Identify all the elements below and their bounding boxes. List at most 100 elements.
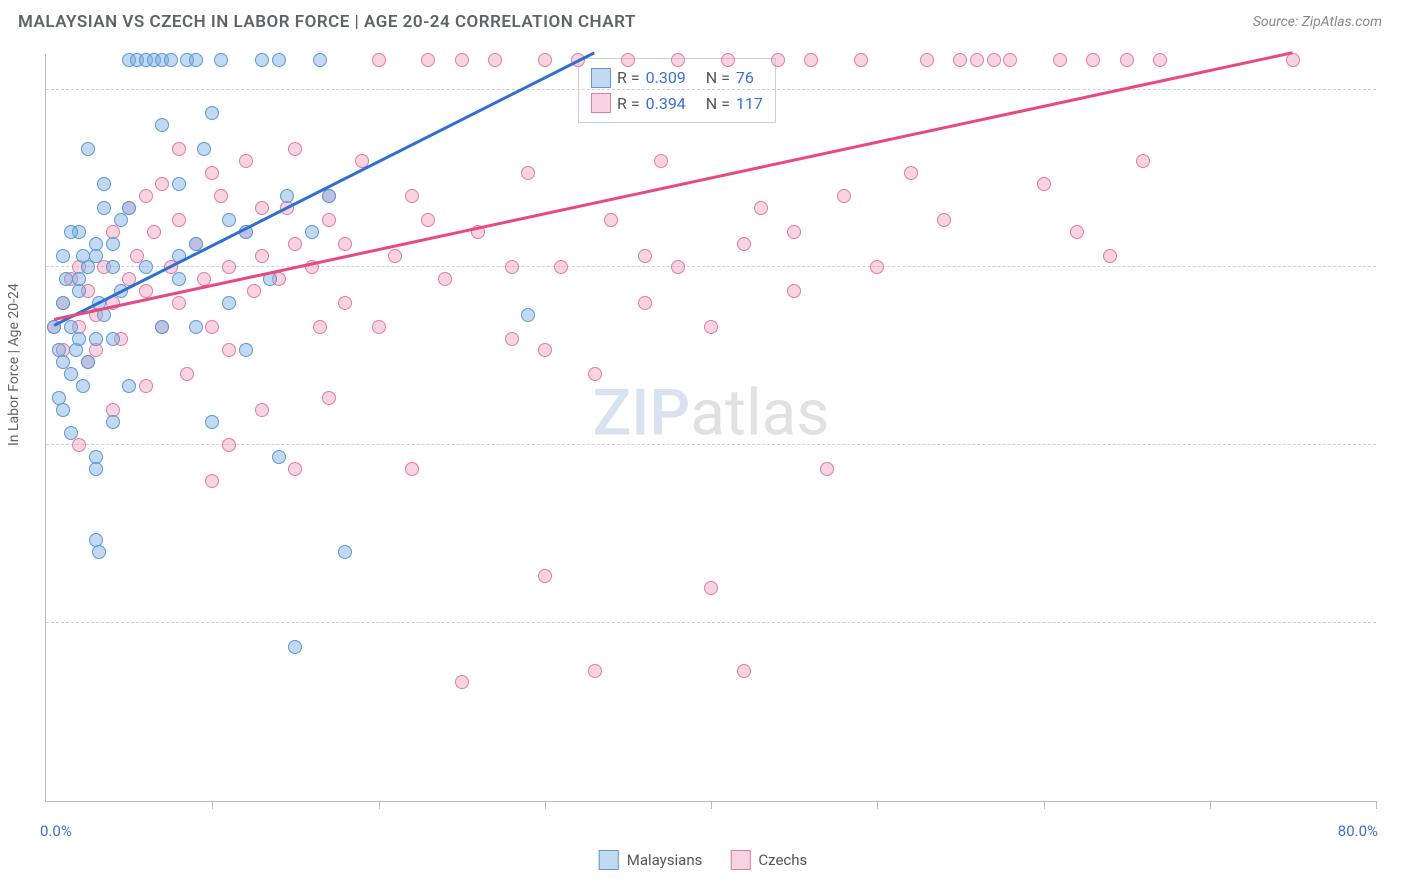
y-tick-label: 70.0%	[1386, 418, 1406, 436]
point-malaysian	[59, 272, 73, 286]
point-czech	[737, 664, 751, 678]
point-czech	[405, 462, 419, 476]
point-czech	[854, 53, 868, 67]
stat-r: 0.309	[646, 65, 686, 91]
point-malaysian	[106, 260, 120, 274]
point-czech	[621, 53, 635, 67]
point-czech	[737, 237, 751, 251]
point-malaysian	[76, 249, 90, 263]
point-czech	[255, 201, 269, 215]
x-tick	[379, 801, 380, 809]
point-malaysian	[222, 213, 236, 227]
stat-n: 76	[736, 65, 754, 91]
x-tick	[877, 801, 878, 809]
point-czech	[288, 237, 302, 251]
stat-n: 117	[736, 91, 763, 117]
point-czech	[671, 53, 685, 67]
point-czech	[1037, 177, 1051, 191]
point-malaysian	[214, 53, 228, 67]
point-czech	[455, 53, 469, 67]
point-czech	[521, 166, 535, 180]
gridline	[46, 266, 1376, 267]
point-czech	[588, 367, 602, 381]
point-czech	[638, 296, 652, 310]
gridline	[46, 622, 1376, 623]
point-czech	[588, 664, 602, 678]
point-czech	[338, 296, 352, 310]
point-malaysian	[106, 332, 120, 346]
point-czech	[222, 343, 236, 357]
point-malaysian	[97, 177, 111, 191]
stats-row: R = 0.309 N = 76	[591, 65, 763, 91]
watermark-part2: atlas	[690, 375, 829, 450]
point-czech	[288, 462, 302, 476]
x-axis-min-label: 0.0%	[40, 822, 72, 840]
stats-row: R = 0.394 N = 117	[591, 91, 763, 117]
point-czech	[421, 53, 435, 67]
point-czech	[704, 581, 718, 595]
point-czech	[970, 53, 984, 67]
point-czech	[987, 53, 1001, 67]
point-malaysian	[239, 343, 253, 357]
y-tick-label: 100.0%	[1386, 63, 1406, 81]
y-tick-label: 55.0%	[1386, 596, 1406, 614]
legend-label-czechs: Czechs	[758, 851, 807, 869]
chart-title: MALAYSIAN VS CZECH IN LABOR FORCE | AGE …	[18, 12, 636, 32]
point-czech	[338, 237, 352, 251]
point-czech	[771, 53, 785, 67]
point-malaysian	[155, 118, 169, 132]
point-czech	[1070, 225, 1084, 239]
point-czech	[1120, 53, 1134, 67]
watermark-part1: ZIP	[593, 375, 691, 450]
point-malaysian	[72, 272, 86, 286]
chart-header: MALAYSIAN VS CZECH IN LABOR FORCE | AGE …	[0, 0, 1406, 36]
trendline-malaysian	[54, 52, 595, 327]
point-czech	[1103, 249, 1117, 263]
gridline	[46, 89, 1376, 90]
point-malaysian	[92, 545, 106, 559]
x-tick	[212, 801, 213, 809]
point-malaysian	[155, 320, 169, 334]
point-czech	[205, 320, 219, 334]
point-malaysian	[56, 249, 70, 263]
point-czech	[139, 379, 153, 393]
point-malaysian	[272, 450, 286, 464]
point-czech	[172, 296, 186, 310]
legend-item-malaysians: Malaysians	[599, 850, 703, 870]
point-czech	[538, 569, 552, 583]
point-czech	[222, 438, 236, 452]
point-czech	[288, 142, 302, 156]
point-czech	[804, 53, 818, 67]
point-malaysian	[52, 391, 66, 405]
point-malaysian	[122, 201, 136, 215]
stat-r: 0.394	[646, 91, 686, 117]
point-malaysian	[197, 142, 211, 156]
point-czech	[721, 53, 735, 67]
point-czech	[704, 320, 718, 334]
point-czech	[604, 213, 618, 227]
point-czech	[147, 225, 161, 239]
point-malaysian	[521, 308, 535, 322]
point-czech	[372, 320, 386, 334]
scatter-plot-area: ZIPatlas R = 0.309 N = 76R = 0.394 N = 1…	[45, 54, 1376, 802]
point-malaysian	[106, 237, 120, 251]
legend-swatch-malaysians	[599, 850, 619, 870]
legend-item-czechs: Czechs	[730, 850, 807, 870]
point-malaysian	[114, 213, 128, 227]
point-czech	[538, 53, 552, 67]
point-malaysian	[305, 225, 319, 239]
point-czech	[172, 142, 186, 156]
point-malaysian	[172, 177, 186, 191]
point-czech	[870, 260, 884, 274]
point-malaysian	[313, 53, 327, 67]
point-malaysian	[81, 142, 95, 156]
point-czech	[638, 249, 652, 263]
point-malaysian	[272, 53, 286, 67]
point-czech	[654, 154, 668, 168]
point-czech	[937, 213, 951, 227]
y-axis-label: In Labor Force | Age 20-24	[6, 283, 22, 446]
point-malaysian	[189, 320, 203, 334]
point-czech	[172, 213, 186, 227]
point-czech	[820, 462, 834, 476]
point-czech	[214, 189, 228, 203]
